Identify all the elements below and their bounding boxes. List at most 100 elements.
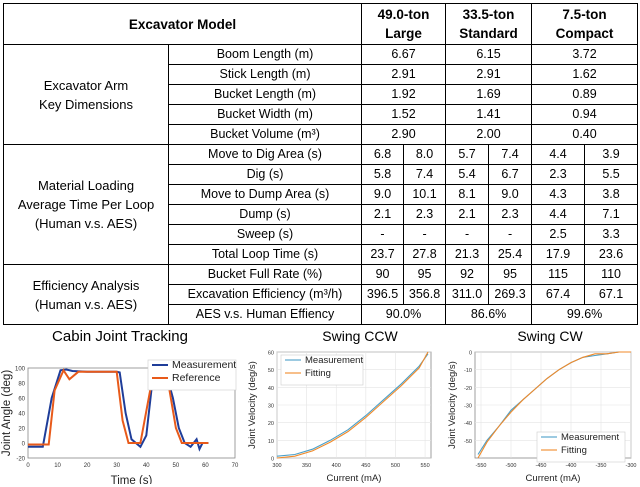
cell: 356.8 [403,284,447,305]
y-tick-label: -20 [464,386,472,392]
series-line [276,353,429,457]
series-line [28,368,209,452]
series-line [477,351,631,459]
cell: 5.8 [361,164,405,185]
cell: 90 [361,264,405,285]
y-tick-label: -30 [464,404,472,410]
cell: 5.7 [445,144,490,165]
row-label: Move to Dump Area (s) [167,184,363,205]
cell: - [488,224,533,245]
legend-label: Fitting [305,368,331,379]
row-label: Dump (s) [167,204,363,225]
row-label: Boom Length (m) [167,44,363,65]
legend-label: Measurement [172,359,236,371]
row-label: Bucket Full Rate (%) [167,264,363,285]
x-tick-label: 550 [420,463,429,469]
cell: 4.3 [531,184,586,205]
y-tick-label: 40 [268,386,274,392]
x-tick-label: 20 [84,463,91,469]
cell: 95 [488,264,533,285]
cell: 23.7 [361,244,405,265]
cell: 2.1 [445,204,490,225]
cell: 1.52 [361,104,447,125]
cell: 3.3 [584,224,639,245]
cell: 86.6% [445,304,533,325]
cell: 7.1 [584,204,639,225]
cell: 3.72 [531,44,639,65]
y-tick-label: -10 [464,368,472,374]
x-tick-label: 400 [332,463,341,469]
cell: 92 [445,264,490,285]
x-tick-label: -450 [535,463,546,469]
y-tick-label: 20 [18,427,25,433]
x-tick-label: -350 [595,463,606,469]
cell: 3.9 [584,144,639,165]
y-tick-label: 60 [268,351,274,357]
cell: 2.91 [445,64,533,85]
row-label: Excavation Efficiency (m³/h) [167,284,363,305]
cell: 67.4 [531,284,586,305]
row-label: AES v.s. Human Effiency [167,304,363,325]
cell: 2.1 [361,204,405,225]
cell: 8.0 [403,144,447,165]
y-axis-label: Joint Angle (deg) [1,370,13,456]
legend-label: Reference [172,372,221,384]
y-tick-label: 0 [22,442,26,448]
cell: 9.0 [488,184,533,205]
y-tick-label: 20 [268,421,274,427]
y-tick-label: 10 [268,439,274,445]
row-label: Bucket Width (m) [167,104,363,125]
y-tick-label: 40 [18,412,25,418]
x-tick-label: 60 [202,463,209,469]
y-tick-label: 0 [271,457,274,463]
legend-label: Measurement [305,355,363,366]
legend-label: Fitting [561,445,587,456]
cell: 90.0% [361,304,447,325]
cell: 2.3 [488,204,533,225]
x-axis-label: Time (s) [111,475,153,484]
y-tick-label: 60 [18,397,25,403]
x-tick-label: 0 [26,463,30,469]
row-label: Bucket Volume (m³) [167,124,363,145]
cell: 1.69 [445,84,533,105]
efficiency-group-label: Efficiency Analysis (Human v.s. AES) [3,264,169,325]
cell: 115 [531,264,586,285]
x-tick-label: -500 [505,463,516,469]
x-tick-label: 40 [143,463,150,469]
cell: 21.3 [445,244,490,265]
cell: 2.5 [531,224,586,245]
x-tick-label: 300 [272,463,281,469]
model-header-compact: 7.5-ton Compact [531,3,639,45]
arm-dimensions-group-label: Excavator Arm Key Dimensions [3,44,169,145]
cell: 3.8 [584,184,639,205]
legend-label: Measurement [561,432,619,443]
cell: 396.5 [361,284,405,305]
series-line [276,351,429,459]
y-axis-label: Joint Velocity (deg/s) [447,361,458,449]
y-tick-label: -40 [464,421,472,427]
y-tick-label: 100 [15,367,26,373]
cell: 5.4 [445,164,490,185]
chart-title: Swing CW [517,328,583,344]
cell: 7.4 [403,164,447,185]
cell: 5.5 [584,164,639,185]
cell: 23.6 [584,244,639,265]
x-tick-label: -300 [625,463,636,469]
model-header-large: 49.0-ton Large [361,3,447,45]
cell: 25.4 [488,244,533,265]
cell: 9.0 [361,184,405,205]
row-label: Move to Dig Area (s) [167,144,363,165]
cell: 10.1 [403,184,447,205]
cell: 6.67 [361,44,447,65]
cell: 7.4 [488,144,533,165]
x-tick-label: -550 [475,463,486,469]
y-tick-label: 50 [268,368,274,374]
cell: 2.3 [531,164,586,185]
row-label: Total Loop Time (s) [167,244,363,265]
y-axis-label: Joint Velocity (deg/s) [247,361,258,449]
row-label: Stick Length (m) [167,64,363,85]
y-tick-label: 80 [18,382,25,388]
cell: 67.1 [584,284,639,305]
x-axis-label: Current (mA) [526,473,581,484]
cell: 2.90 [361,124,447,145]
